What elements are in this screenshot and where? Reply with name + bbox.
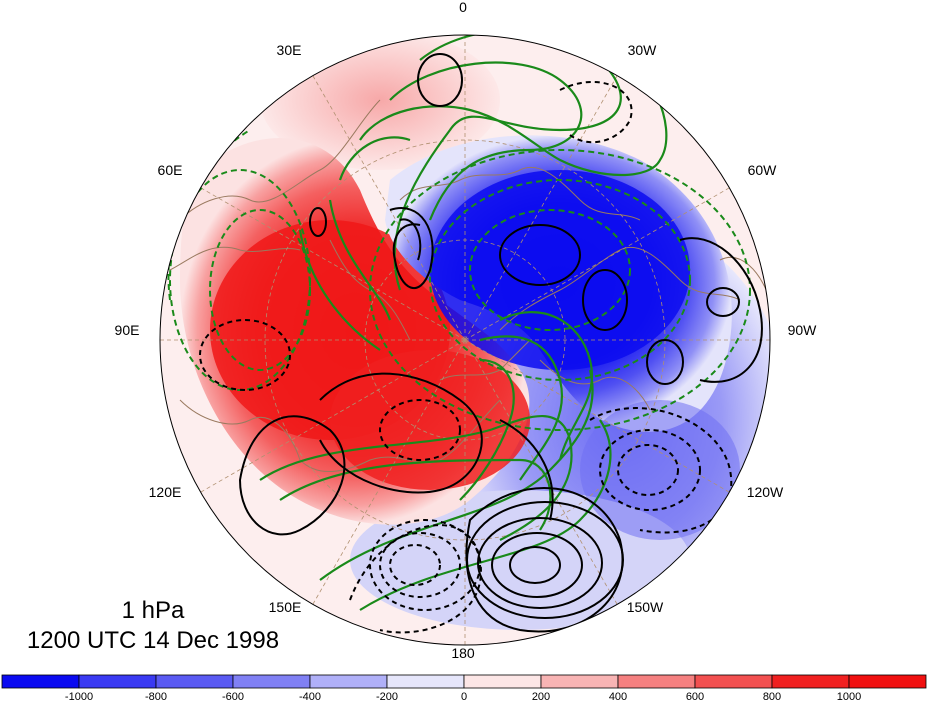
colorbar [1,674,927,689]
black-contours [238,53,763,633]
colorbar-swatch [1,674,80,689]
lon-label-30e: 30E [277,42,302,58]
lon-label-180: 180 [451,645,475,661]
colorbar-tick-label: -1000 [65,691,93,702]
negative-east [580,400,740,540]
black-dashed-contours [199,81,733,634]
colorbar-tick-label: 600 [686,691,704,702]
colorbar-swatch [463,674,542,689]
colorbar-tick-label: 0 [461,691,467,702]
lon-label-0: 0 [459,0,467,15]
colorbar-swatch [694,674,773,689]
colorbar-tick-label: -600 [222,691,244,702]
lon-label-120e: 120E [149,484,182,500]
coastlines [169,99,770,473]
colorbar-swatch [386,674,465,689]
colorbar-tick-label: 800 [763,691,781,702]
colorbar-tick-label: 400 [609,691,627,702]
colorbar-swatch [617,674,696,689]
lon-label-120w: 120W [747,484,784,500]
colorbar-swatch [771,674,850,689]
colorbar-tick-label: 200 [532,691,550,702]
lon-label-60w: 60W [748,162,778,178]
lon-label-60e: 60E [158,162,183,178]
lon-label-150e: 150E [269,599,302,615]
lon-label-90w: 90W [788,322,818,338]
level-label: 1 hPa [122,597,185,624]
colorbar-swatch [848,674,927,689]
colorbar-swatch [540,674,619,689]
colorbar-tick-label: 1000 [837,691,861,702]
colorbar-tick-label: -800 [145,691,167,702]
colorbar-swatch [155,674,234,689]
colorbar-swatch [78,674,157,689]
green-dashed-contours [167,129,751,431]
colorbar-swatch [309,674,388,689]
colorbar-tick-label: -400 [299,691,321,702]
lon-label-30w: 30W [628,42,658,58]
lon-label-150w: 150W [627,599,664,615]
lon-label-90e: 90E [115,322,140,338]
map-disk [160,35,770,645]
datetime-label: 1200 UTC 14 Dec 1998 [27,627,279,654]
colorbar-ticks: -1000 -800 -600 -400 -200 0 200 400 600 800 1000 [65,691,861,702]
colorbar-tick-label: -200 [376,691,398,702]
longitude-labels: 0 30W 60W 90W 120W 150W 180 150E 120E 90… [115,0,818,661]
map-border [159,34,771,646]
green-contours [259,35,668,611]
colorbar-swatch [232,674,311,689]
